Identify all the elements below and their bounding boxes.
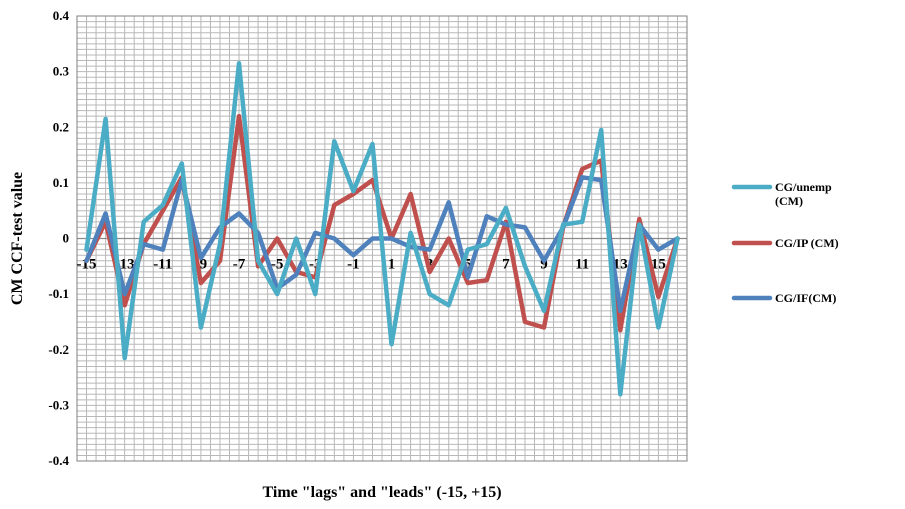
legend: CG/unemp(CM) CG/IP (CM) CG/IF(CM)	[731, 180, 839, 305]
x-axis-title: Time "lags" and "leads" (-15, +15)	[262, 484, 501, 501]
series-line-1	[84, 61, 680, 397]
y-tick-label: -0.2	[48, 342, 69, 357]
x-tick-label: 13	[613, 257, 628, 273]
legend-label: CG/IF(CM)	[775, 291, 836, 305]
y-tick-label: -0.4	[48, 453, 69, 468]
series-lines	[84, 61, 680, 397]
x-tick-label: 5	[464, 257, 472, 273]
x-tick-label: 11	[575, 257, 589, 273]
x-tick-label: 9	[540, 257, 548, 273]
x-tick-label: -11	[153, 257, 172, 273]
x-axis-ticks: -15 -13 -11 -9 -7 -5 -3 -1 1 3 5 7 9 11 13 15	[77, 257, 666, 273]
grid	[77, 16, 687, 461]
y-axis-ticks: 0.4 0.3 0.2 0.1 0 -0.1 -0.2 -0.3 -0.4	[48, 8, 69, 468]
x-tick-label: -5	[271, 257, 284, 273]
y-tick-label: 0.1	[53, 175, 69, 190]
x-tick-label: 7	[502, 257, 510, 273]
y-tick-label: -0.3	[48, 397, 69, 412]
y-tick-label: 0.2	[53, 119, 69, 134]
x-tick-label: 1	[388, 257, 396, 273]
y-tick-label: 0	[63, 231, 70, 246]
x-tick-label: 15	[651, 257, 666, 273]
x-tick-label: -7	[233, 257, 246, 273]
x-tick-label: -1	[347, 257, 360, 273]
plot-area	[76, 15, 688, 462]
y-tick-label: -0.1	[48, 286, 69, 301]
y-axis-title: CM CCF-test value	[9, 172, 26, 305]
legend-label: CG/IP (CM)	[775, 236, 839, 250]
x-tick-label: -15	[77, 257, 97, 273]
legend-label: CG/unemp	[775, 180, 832, 194]
y-tick-label: 0.3	[53, 64, 70, 79]
legend-label: (CM)	[775, 194, 803, 208]
y-tick-label: 0.4	[53, 8, 70, 23]
